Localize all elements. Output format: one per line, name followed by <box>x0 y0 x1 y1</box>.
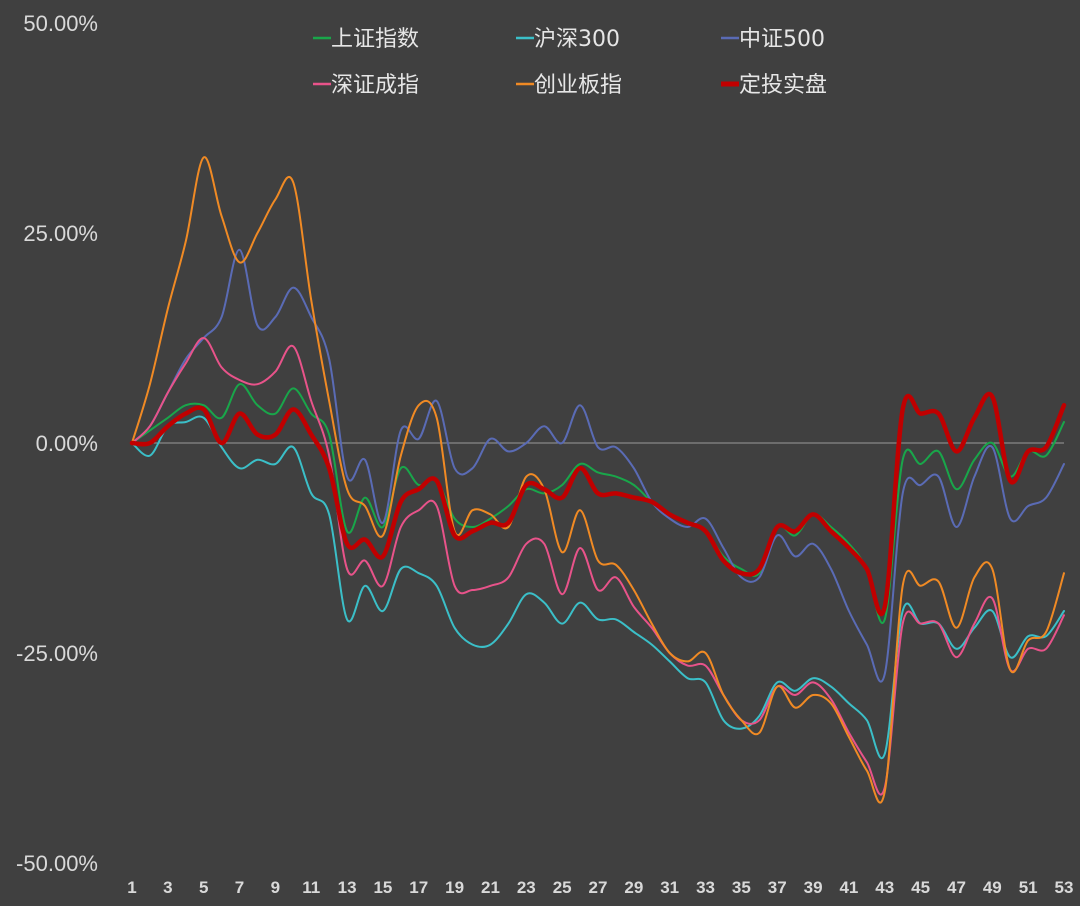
y-tick-label: 50.00% <box>23 11 98 36</box>
series-layer <box>129 156 1067 804</box>
legend-item: 沪深300 <box>516 27 620 52</box>
x-tick-label: 5 <box>199 878 208 897</box>
x-tick-label: 35 <box>732 878 751 897</box>
series-line-dca-portfolio <box>129 392 1067 617</box>
x-tick-label: 7 <box>235 878 244 897</box>
series-line-chinext <box>131 156 1065 804</box>
y-tick-label: 25.00% <box>23 221 98 246</box>
x-tick-label: 37 <box>768 878 787 897</box>
legend-label: 上证指数 <box>331 27 419 52</box>
x-tick-label: 39 <box>804 878 823 897</box>
x-tick-label: 13 <box>338 878 357 897</box>
x-tick-label: 53 <box>1055 878 1074 897</box>
legend-label: 深证成指 <box>331 73 419 98</box>
legend-item: 中证500 <box>721 27 825 52</box>
x-tick-label: 21 <box>481 878 500 897</box>
x-tick-label: 41 <box>839 878 858 897</box>
x-tick-label: 43 <box>875 878 894 897</box>
x-tick-label: 9 <box>271 878 280 897</box>
x-tick-label: 3 <box>163 878 172 897</box>
series-line-csi-300 <box>131 415 1065 759</box>
x-tick-label: 51 <box>1019 878 1038 897</box>
x-tick-label: 15 <box>373 878 392 897</box>
series-line-shenzhen-component <box>131 337 1065 796</box>
x-tick-label: 31 <box>660 878 679 897</box>
x-tick-label: 29 <box>624 878 643 897</box>
axis-layer: 50.00%25.00%0.00%-25.00%-50.00%1 3 5 7 9 11 13… <box>16 11 1073 897</box>
x-tick-label: 27 <box>589 878 608 897</box>
y-tick-label: 0.00% <box>36 431 98 456</box>
x-tick-label: 11 <box>302 878 320 897</box>
legend-label: 沪深300 <box>534 27 620 52</box>
x-tick-label: 17 <box>409 878 428 897</box>
x-tick-label: 45 <box>911 878 930 897</box>
series-line-csi-500 <box>131 248 1065 683</box>
x-tick-label: 49 <box>983 878 1002 897</box>
x-tick-label: 47 <box>947 878 966 897</box>
legend: 上证指数 沪深300 中证500 深证成指 创业板指 定投实盘 <box>313 27 827 98</box>
legend-item: 深证成指 <box>313 73 419 98</box>
legend-item: 创业板指 <box>516 73 622 98</box>
series-line-shanghai-composite <box>131 383 1065 624</box>
x-tick-label: 25 <box>553 878 572 897</box>
x-tick-label: 1 <box>127 878 136 897</box>
legend-label: 中证500 <box>739 27 825 52</box>
legend-item: 定投实盘 <box>721 73 827 98</box>
x-tick-label: 33 <box>696 878 715 897</box>
x-tick-label: 23 <box>517 878 536 897</box>
y-tick-label: -50.00% <box>16 851 98 876</box>
x-tick-label: 19 <box>445 878 464 897</box>
legend-label: 定投实盘 <box>739 73 827 98</box>
legend-label: 创业板指 <box>534 73 622 98</box>
legend-item: 上证指数 <box>313 27 419 52</box>
y-tick-label: -25.00% <box>16 641 98 666</box>
